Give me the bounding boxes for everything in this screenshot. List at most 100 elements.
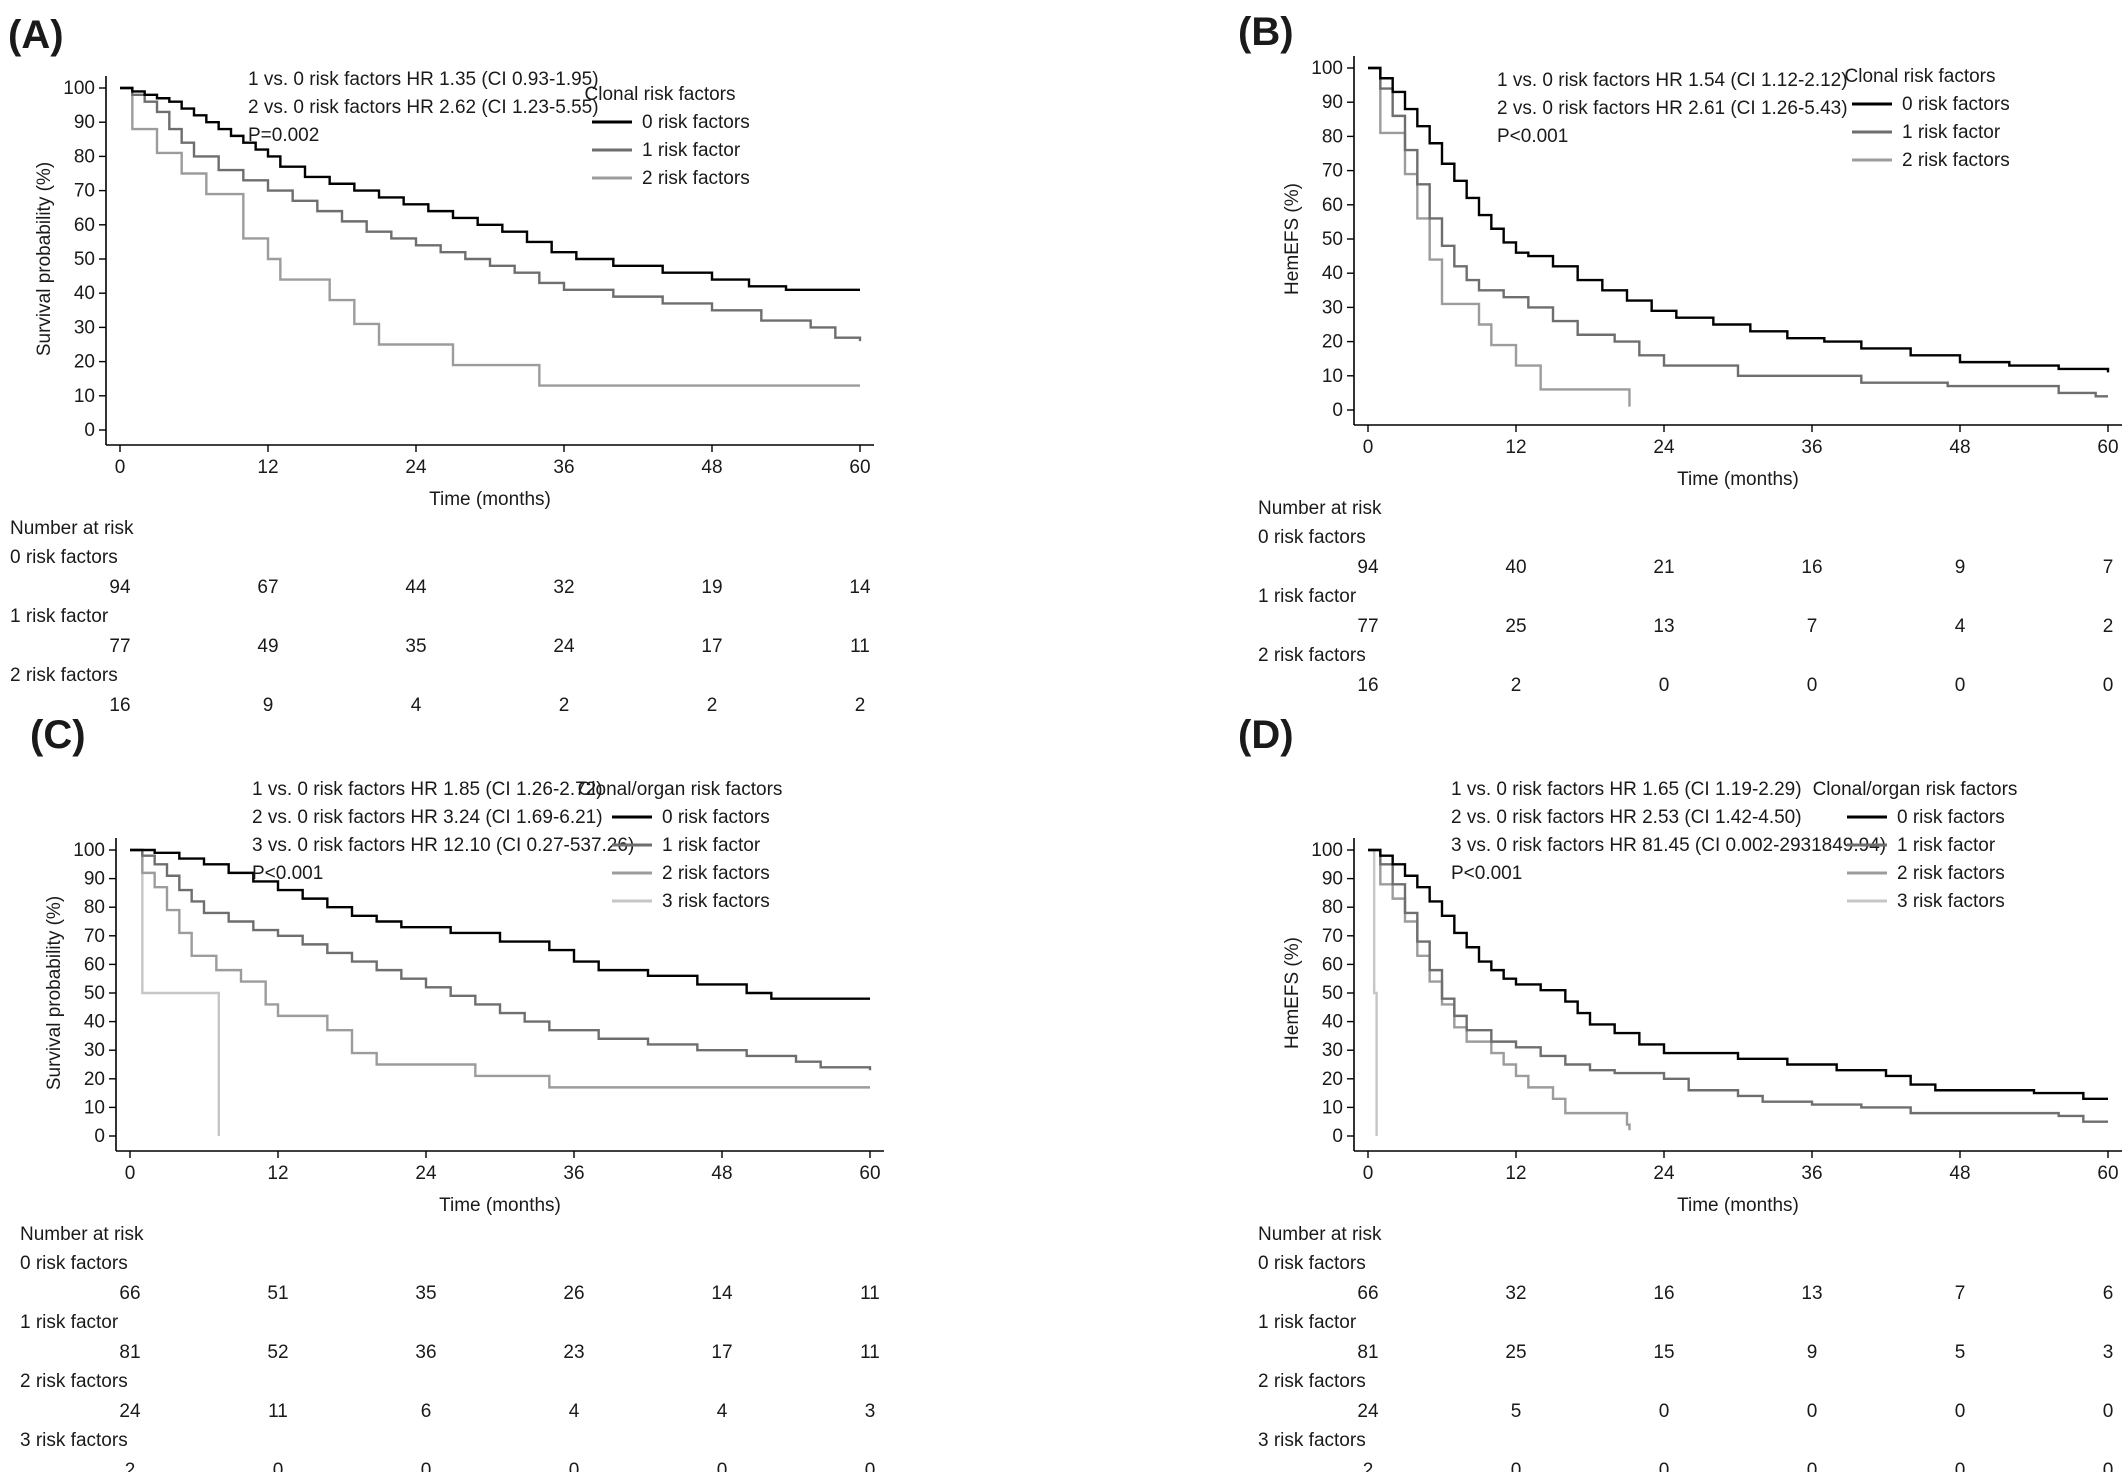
risk-count: 16 (1801, 557, 1822, 578)
risk-count: 11 (268, 1401, 288, 1422)
y-tick-label: 10 (84, 1097, 105, 1118)
y-tick-label: 60 (74, 215, 95, 236)
legend-entry: 2 risk factors (1902, 150, 2010, 171)
x-tick-label: 0 (1363, 437, 1374, 458)
risk-count: 94 (1357, 557, 1379, 578)
y-tick-label: 100 (63, 78, 95, 99)
y-tick-label: 40 (84, 1012, 105, 1033)
risk-count: 0 (1659, 1460, 1670, 1472)
km-curve-series-0 (1368, 848, 2108, 1101)
risk-count: 4 (569, 1401, 580, 1422)
x-tick-label: 0 (125, 1163, 136, 1184)
risk-count: 67 (257, 577, 278, 598)
risk-count: 66 (119, 1283, 140, 1304)
hr-annotation: 1 vs. 0 risk factors HR 1.35 (CI 0.93-1.… (248, 69, 599, 90)
x-tick-label: 48 (711, 1163, 732, 1184)
y-tick-label: 0 (1332, 1126, 1343, 1147)
y-tick-label: 70 (74, 181, 95, 202)
km-curve-series-2 (120, 86, 860, 387)
km-curve-series-1 (1368, 66, 2108, 398)
legend-entry: 2 risk factors (1897, 863, 2005, 884)
x-tick-label: 12 (1505, 437, 1526, 458)
x-tick-label: 36 (1801, 1163, 1822, 1184)
risk-count: 2 (559, 695, 570, 716)
y-tick-label: 50 (84, 983, 105, 1004)
hr-annotation: P<0.001 (252, 863, 323, 884)
y-tick-label: 80 (1322, 897, 1343, 918)
risk-count: 35 (415, 1283, 436, 1304)
legend-entry: 1 risk factor (642, 140, 741, 161)
x-tick-label: 0 (1363, 1163, 1374, 1184)
risk-count: 2 (1511, 675, 1522, 696)
risk-count: 0 (2103, 1401, 2114, 1422)
risk-count: 25 (1505, 616, 1526, 637)
risk-count: 40 (1505, 557, 1526, 578)
hr-annotation: 2 vs. 0 risk factors HR 2.62 (CI 1.23-5.… (248, 97, 599, 118)
risk-count: 51 (267, 1283, 288, 1304)
y-tick-label: 90 (74, 112, 95, 133)
y-axis-title: Survival probability (%) (44, 896, 65, 1090)
risk-count: 9 (1955, 557, 1966, 578)
risk-count: 2 (855, 695, 866, 716)
risk-count: 6 (421, 1401, 432, 1422)
x-tick-label: 12 (257, 457, 278, 478)
y-tick-label: 50 (1322, 229, 1343, 250)
hr-annotation: 1 vs. 0 risk factors HR 1.85 (CI 1.26-2.… (252, 779, 603, 800)
risk-count: 0 (1955, 1460, 1966, 1472)
x-axis-title: Time (months) (1677, 1195, 1799, 1216)
risk-count: 0 (1955, 675, 1966, 696)
risk-group-label: 2 risk factors (1258, 645, 1366, 666)
risk-count: 0 (717, 1460, 728, 1472)
legend-title: Clonal/organ risk factors (578, 779, 783, 800)
risk-count: 11 (850, 636, 870, 657)
risk-group-label: 1 risk factor (1258, 586, 1357, 607)
risk-count: 9 (263, 695, 274, 716)
y-tick-label: 0 (84, 420, 95, 441)
y-tick-label: 90 (1322, 869, 1343, 890)
legend-entry: 1 risk factor (662, 835, 761, 856)
risk-count: 0 (273, 1460, 284, 1472)
risk-count: 36 (415, 1342, 436, 1363)
x-axis-title: Time (months) (439, 1195, 561, 1216)
panel-label: (D) (1238, 713, 1294, 757)
km-curve-series-0 (1368, 66, 2110, 373)
km-curve-series-2 (130, 848, 870, 1089)
risk-count: 15 (1653, 1342, 1674, 1363)
risk-count: 23 (563, 1342, 584, 1363)
risk-count: 0 (1807, 1401, 1818, 1422)
x-tick-label: 12 (267, 1163, 288, 1184)
x-tick-label: 0 (115, 457, 126, 478)
risk-count: 66 (1357, 1283, 1378, 1304)
risk-table-title: Number at risk (1258, 1224, 1382, 1245)
legend-entry: 0 risk factors (1897, 807, 2005, 828)
x-tick-label: 48 (1949, 1163, 1970, 1184)
risk-count: 5 (1955, 1342, 1966, 1363)
risk-count: 2 (125, 1460, 136, 1472)
y-tick-label: 90 (84, 869, 105, 890)
risk-count: 0 (2103, 1460, 2114, 1472)
y-tick-label: 80 (74, 146, 95, 167)
y-tick-label: 30 (1322, 297, 1343, 318)
risk-count: 0 (1659, 675, 1670, 696)
risk-count: 26 (563, 1283, 584, 1304)
km-curve-series-2 (1368, 848, 1631, 1131)
km-curve-series-3 (130, 848, 220, 1136)
x-tick-label: 36 (563, 1163, 584, 1184)
risk-count: 11 (860, 1283, 880, 1304)
legend-entry: 1 risk factor (1902, 122, 2001, 143)
y-tick-label: 80 (1322, 126, 1343, 147)
risk-table-title: Number at risk (1258, 498, 1382, 519)
x-tick-label: 36 (1801, 437, 1822, 458)
risk-count: 3 (865, 1401, 876, 1422)
hr-annotation: P=0.002 (248, 125, 319, 146)
risk-group-label: 0 risk factors (20, 1253, 128, 1274)
risk-count: 0 (1807, 675, 1818, 696)
risk-count: 13 (1653, 616, 1674, 637)
x-tick-label: 24 (1653, 1163, 1675, 1184)
y-tick-label: 20 (1322, 332, 1343, 353)
x-tick-label: 48 (1949, 437, 1970, 458)
risk-group-label: 2 risk factors (1258, 1371, 1366, 1392)
